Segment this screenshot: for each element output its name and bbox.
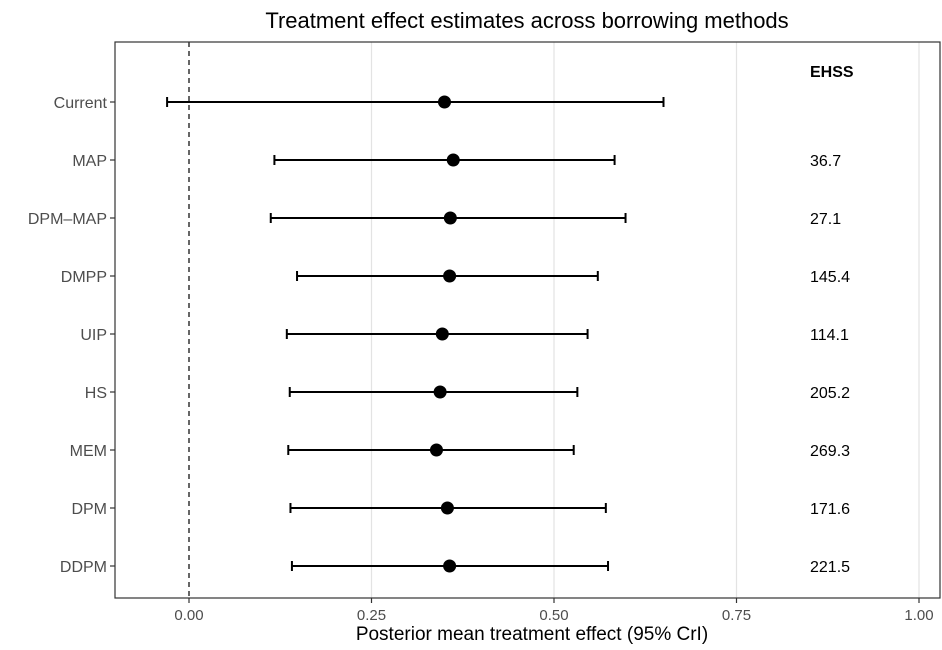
- ehss-value: 205.2: [810, 385, 850, 402]
- x-tick-label: 0.00: [174, 607, 203, 624]
- estimate-point: [429, 443, 443, 457]
- x-tick-label: 0.25: [357, 607, 386, 624]
- x-tick-label: 0.75: [722, 607, 751, 624]
- estimate-point: [443, 559, 457, 573]
- estimate-point: [443, 269, 457, 283]
- point-layer: [429, 95, 460, 573]
- estimate-point: [433, 385, 447, 399]
- y-tick-label: MAP: [72, 153, 107, 170]
- gridlines: [370, 42, 920, 598]
- x-tick-label: 0.50: [539, 607, 568, 624]
- estimate-point: [440, 501, 454, 515]
- y-tick-label: UIP: [80, 327, 107, 344]
- estimate-point: [443, 211, 457, 225]
- ehss-value: 145.4: [810, 269, 850, 286]
- ehss-value: 27.1: [810, 211, 841, 228]
- y-tick-label: DDPM: [60, 559, 107, 576]
- estimate-point: [446, 153, 460, 167]
- panel-border: [114, 41, 941, 599]
- x-axis-title: Posterior mean treatment effect (95% CrI…: [356, 624, 708, 645]
- estimate-point: [435, 327, 449, 341]
- y-tick-label: HS: [85, 385, 107, 402]
- ehss-value: 171.6: [810, 501, 850, 518]
- y-tick-label: DPM–MAP: [28, 211, 107, 228]
- ehss-column: EHSS 36.7 27.1 145.4 114.1 205.2 269.3 171.6 22…: [810, 64, 854, 576]
- estimate-point: [438, 95, 451, 109]
- y-tick-label: DMPP: [61, 269, 107, 286]
- chart-title: Treatment effect estimates across borrow…: [265, 8, 788, 33]
- plot-panel: [115, 42, 940, 598]
- ehss-header: EHSS: [810, 64, 854, 81]
- y-tick-label: Current: [54, 95, 108, 112]
- ehss-value: 269.3: [810, 443, 850, 460]
- ehss-value: 221.5: [810, 559, 850, 576]
- ehss-value: 36.7: [810, 153, 841, 170]
- x-axis: 0.00 0.25 0.50 0.75 1.00: [174, 598, 934, 624]
- y-tick-label: DPM: [71, 501, 107, 518]
- x-tick-label: 1.00: [904, 607, 933, 624]
- y-tick-label: MEM: [70, 443, 107, 460]
- y-axis: Current MAP DPM–MAP DMPP UIP HS MEM DPM DDPM: [28, 95, 115, 576]
- ehss-value: 114.1: [810, 327, 849, 344]
